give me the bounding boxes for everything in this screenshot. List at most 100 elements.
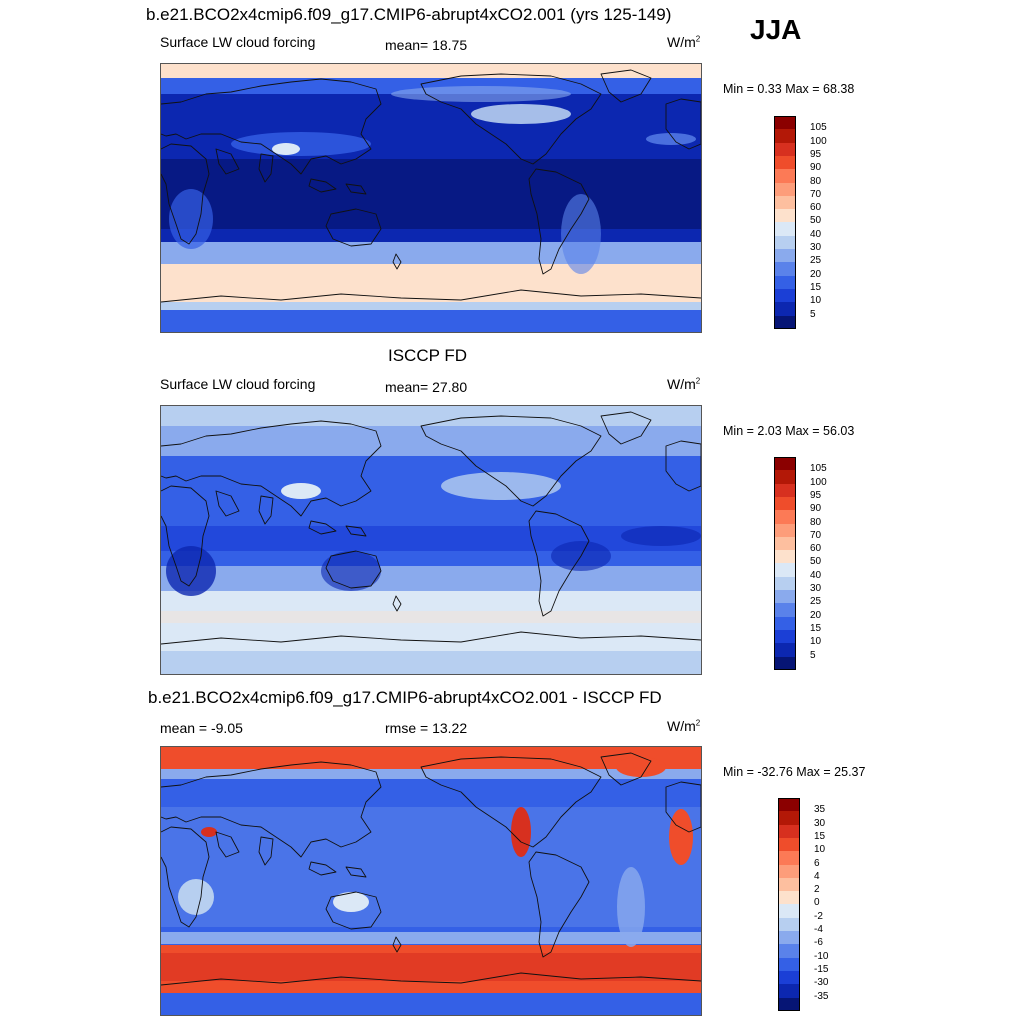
colorbar-swatch [778,904,800,919]
colorbar-tick-label: 15 [814,830,826,842]
panel-mean-label: mean = -9.05 [160,720,243,736]
colorbar-tick-label: 90 [810,503,822,515]
colorbar-tick-label: 40 [810,228,822,240]
colorbar-swatch [774,195,796,210]
map-model-canvas [161,64,701,332]
colorbar-tick-label: 30 [810,242,822,253]
colorbar-swatch [774,262,796,277]
panel-variable-label: Surface LW cloud forcing [160,34,316,50]
colorbar-tick-label: 15 [810,281,822,293]
colorbar-swatch [774,249,796,263]
colorbar-swatch [774,483,796,498]
colorbar-swatch [774,523,796,538]
colorbar-swatch [778,917,800,932]
panel-minmax: Min = -32.76 Max = 25.37 [723,765,866,779]
panel-rmse-label: rmse = 13.22 [385,720,468,736]
panel-minmax: Min = 2.03 Max = 56.03 [723,424,855,438]
colorbar-swatch [774,209,796,223]
colorbar-tick-label: 25 [810,255,822,267]
colorbar-swatch [778,851,800,865]
colorbar-tick-label: 30 [814,817,826,829]
colorbar-swatch [778,877,800,892]
colorbar-tick-label: 70 [810,529,822,541]
colorbar-swatch [774,536,796,551]
panel-units: W/m2 [667,34,701,50]
panel-units: W/m2 [667,376,701,392]
colorbar-swatch [774,182,796,197]
colorbar-swatch [778,944,800,959]
colorbar-tick-label: -35 [814,990,829,1002]
colorbar-swatch [778,811,800,826]
colorbar-tick-label: 105 [810,463,827,475]
colorbar-swatch [778,957,800,972]
colorbar-tick-label: 20 [810,609,822,621]
colorbar-swatch [778,864,800,879]
colorbar-tick-label: 60 [810,543,822,555]
colorbar-swatch [774,275,796,290]
colorbar-tick-label: 0 [814,897,820,909]
map-diff [160,746,702,1016]
colorbar-swatch [774,155,796,170]
colorbar-swatch [778,931,800,945]
colorbar-tick-label: 95 [810,489,822,501]
colorbar-swatch [778,798,800,812]
panel-title: ISCCP FD [388,346,468,365]
colorbar-tick-label: 80 [810,175,822,187]
colorbar-tick-label: 35 [814,804,826,816]
colorbar-tick-label: 100 [810,476,827,488]
colorbar-tick-label: 25 [810,596,822,608]
colorbar-tick-label: 30 [810,583,822,594]
colorbar-swatch [774,643,796,657]
colorbar-tick-label: 6 [814,857,820,869]
colorbar-swatch [774,550,796,564]
colorbar-swatch [774,235,796,250]
colorbar-tick-label: -10 [814,950,829,962]
colorbar-tick-label: 40 [810,569,822,581]
season-label: JJA [750,14,802,45]
colorbar-swatch [778,970,800,985]
colorbar-swatch [774,576,796,591]
colorbar-tick-label: -6 [814,937,823,949]
map-obs [160,405,702,675]
colorbar-swatch [774,302,796,316]
colorbar-tick-label: 10 [810,636,822,648]
colorbar-swatch [774,116,796,130]
colorbar-swatch [774,496,796,511]
colorbar-tick-label: -30 [814,977,829,989]
colorbar-tick-label: 70 [810,188,822,200]
colorbar-swatch [778,891,800,905]
colorbar-swatch [778,824,800,839]
colorbar-tick-label: 100 [810,135,827,147]
panel-title: b.e21.BCO2x4cmip6.f09_g17.CMIP6-abrupt4x… [148,688,662,707]
colorbar-tick-label: 20 [810,268,822,280]
panel-units: W/m2 [667,718,701,734]
colorbar-tick-label: 2 [814,884,820,896]
map-model [160,63,702,333]
panel-title: b.e21.BCO2x4cmip6.f09_g17.CMIP6-abrupt4x… [146,5,672,24]
colorbar-swatch [774,603,796,618]
colorbar-swatch [774,142,796,157]
colorbar-tick-label: -15 [814,963,829,975]
colorbar-tick-label: 105 [810,122,827,134]
colorbar-swatch [774,457,796,471]
colorbar-tick-label: 50 [810,556,822,568]
colorbar-swatch [774,470,796,485]
colorbar-swatch [774,616,796,631]
colorbar-tick-label: 90 [810,162,822,174]
panel-mean-label: mean= 18.75 [385,37,468,53]
colorbar-tick-label: 95 [810,148,822,160]
colorbar-swatch [778,984,800,998]
panel-variable-label: Surface LW cloud forcing [160,376,316,392]
colorbar-swatch [774,563,796,578]
colorbar-swatch [774,288,796,303]
colorbar-swatch [774,656,796,671]
colorbar-tick-label: 10 [814,844,826,856]
colorbar-swatch [774,129,796,144]
map-obs-canvas [161,406,701,674]
colorbar-tick-label: 50 [810,215,822,227]
colorbar-swatch [774,169,796,183]
colorbar-tick-label: 10 [810,295,822,307]
colorbar-tick-label: 4 [814,870,820,882]
colorbar-tick-label: 15 [810,622,822,634]
colorbar-tick-label: -2 [814,910,823,922]
